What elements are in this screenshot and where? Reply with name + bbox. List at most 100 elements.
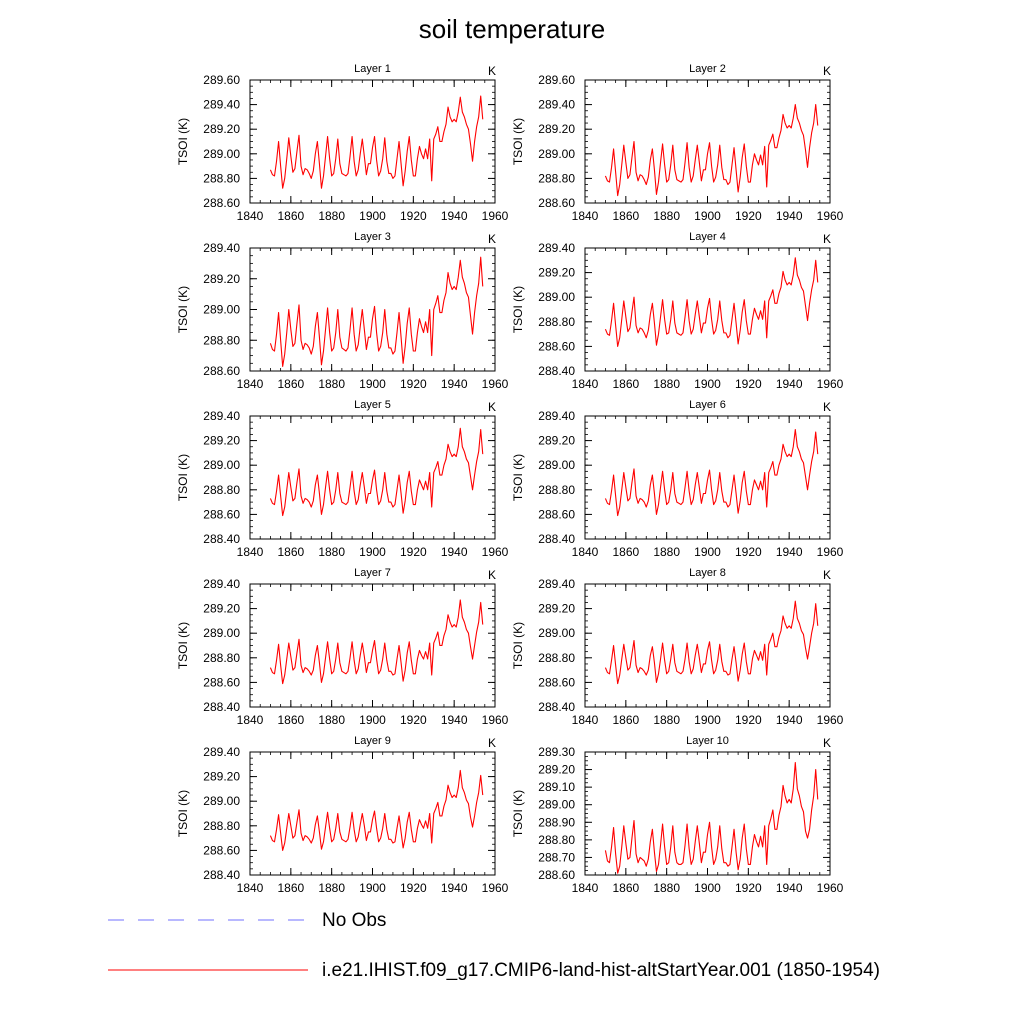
y-tick-label: 289.40 [538, 241, 575, 255]
y-tick-label: 288.40 [203, 532, 240, 546]
y-tick-label: 289.10 [538, 780, 575, 794]
y-tick-label: 289.00 [538, 147, 575, 161]
x-tick-label: 1960 [817, 713, 844, 727]
x-tick-label: 1880 [653, 545, 680, 559]
series-line [604, 761, 819, 874]
panel-title: Layer 10 [686, 735, 729, 747]
y-tick-label: 289.00 [538, 626, 575, 640]
y-axis-label: TSOI (K) [176, 286, 190, 333]
x-tick-label: 1880 [653, 209, 680, 223]
y-tick-label: 288.40 [538, 364, 575, 378]
series-line [269, 95, 484, 189]
x-tick-label: 1920 [400, 377, 427, 391]
x-tick-label: 1900 [694, 377, 721, 391]
x-tick-label: 1840 [237, 377, 264, 391]
x-tick-label: 1920 [735, 881, 762, 895]
x-tick-label: 1960 [817, 209, 844, 223]
x-tick-label: 1880 [653, 713, 680, 727]
y-tick-label: 289.20 [538, 434, 575, 448]
x-tick-label: 1960 [482, 881, 509, 895]
y-tick-label: 289.40 [203, 745, 240, 759]
y-tick-label: 288.60 [538, 507, 575, 521]
panel-title: Layer 6 [689, 399, 726, 411]
plot-frame [249, 583, 496, 708]
y-tick-label: 288.80 [538, 651, 575, 665]
panel-title: Layer 5 [354, 399, 391, 411]
x-tick-label: 1900 [359, 209, 386, 223]
x-tick-label: 1960 [817, 881, 844, 895]
y-tick-label: 288.60 [203, 196, 240, 210]
x-tick-label: 1860 [612, 881, 639, 895]
x-tick-label: 1840 [572, 713, 599, 727]
panel-6: 1840 1860 1880 1900 1920 1940 1960 288.40 288.60… [511, 399, 844, 559]
x-tick-label: 1840 [237, 545, 264, 559]
x-tick-label: 1860 [612, 713, 639, 727]
panel-units: K [823, 736, 831, 750]
y-tick-label: 289.00 [203, 458, 240, 472]
x-tick-label: 1960 [482, 377, 509, 391]
panel-2: 1840 1860 1880 1900 1920 1940 1960 288.60 288.80… [511, 63, 844, 223]
y-tick-label: 289.40 [538, 98, 575, 112]
plot-frame [584, 79, 831, 204]
y-axis-label: TSOI (K) [511, 286, 525, 333]
panel-title: Layer 7 [354, 567, 391, 579]
x-tick-label: 1900 [694, 209, 721, 223]
y-axis-label: TSOI (K) [511, 622, 525, 669]
y-tick-label: 288.80 [203, 819, 240, 833]
plot-frame [249, 751, 496, 876]
y-tick-label: 288.60 [203, 364, 240, 378]
panel-8: 1840 1860 1880 1900 1920 1940 1960 288.40 288.60… [511, 567, 844, 727]
y-tick-label: 288.60 [538, 868, 575, 882]
x-tick-label: 1860 [612, 545, 639, 559]
x-tick-label: 1880 [653, 881, 680, 895]
panel-units: K [488, 400, 496, 414]
x-tick-label: 1940 [776, 377, 803, 391]
panel-7: 1840 1860 1880 1900 1920 1940 1960 288.40 288.60… [176, 567, 509, 727]
x-tick-label: 1960 [482, 713, 509, 727]
x-tick-label: 1840 [572, 209, 599, 223]
x-tick-label: 1860 [612, 209, 639, 223]
x-tick-label: 1920 [735, 545, 762, 559]
y-tick-label: 288.60 [538, 675, 575, 689]
y-axis-label: TSOI (K) [176, 118, 190, 165]
panel-units: K [823, 568, 831, 582]
y-axis-label: TSOI (K) [176, 454, 190, 501]
y-tick-label: 289.20 [538, 602, 575, 616]
y-tick-label: 289.00 [203, 626, 240, 640]
y-axis-label: TSOI (K) [511, 454, 525, 501]
series-line [604, 104, 819, 197]
panel-10: 1840 1860 1880 1900 1920 1940 1960 288.60 288.70… [511, 735, 844, 895]
x-tick-label: 1960 [817, 545, 844, 559]
y-tick-label: 289.40 [203, 409, 240, 423]
series-line [604, 600, 819, 685]
series-line [269, 599, 484, 685]
panel-9: 1840 1860 1880 1900 1920 1940 1960 288.40 288.60… [176, 735, 509, 895]
x-tick-label: 1900 [359, 713, 386, 727]
x-tick-label: 1940 [776, 713, 803, 727]
series-line [269, 256, 484, 367]
y-tick-label: 289.20 [203, 272, 240, 286]
x-tick-label: 1940 [441, 545, 468, 559]
x-tick-label: 1860 [277, 377, 304, 391]
x-tick-label: 1960 [817, 377, 844, 391]
x-tick-label: 1840 [237, 209, 264, 223]
y-tick-label: 289.20 [538, 122, 575, 136]
y-tick-label: 289.00 [538, 458, 575, 472]
y-tick-label: 288.40 [203, 700, 240, 714]
panel-title: Layer 3 [354, 231, 391, 243]
chart-title: soil temperature [418, 14, 606, 44]
y-tick-label: 288.90 [538, 815, 575, 829]
x-tick-label: 1920 [400, 209, 427, 223]
series-line [604, 428, 819, 517]
panel-4: 1840 1860 1880 1900 1920 1940 1960 288.40 288.60… [511, 231, 844, 391]
plot-frame [584, 583, 831, 708]
x-tick-label: 1900 [359, 377, 386, 391]
x-tick-label: 1840 [572, 881, 599, 895]
x-tick-label: 1860 [612, 377, 639, 391]
y-tick-label: 289.60 [203, 73, 240, 87]
y-tick-label: 289.40 [203, 98, 240, 112]
y-tick-label: 289.00 [538, 290, 575, 304]
y-tick-label: 289.20 [203, 770, 240, 784]
y-tick-label: 289.20 [203, 602, 240, 616]
